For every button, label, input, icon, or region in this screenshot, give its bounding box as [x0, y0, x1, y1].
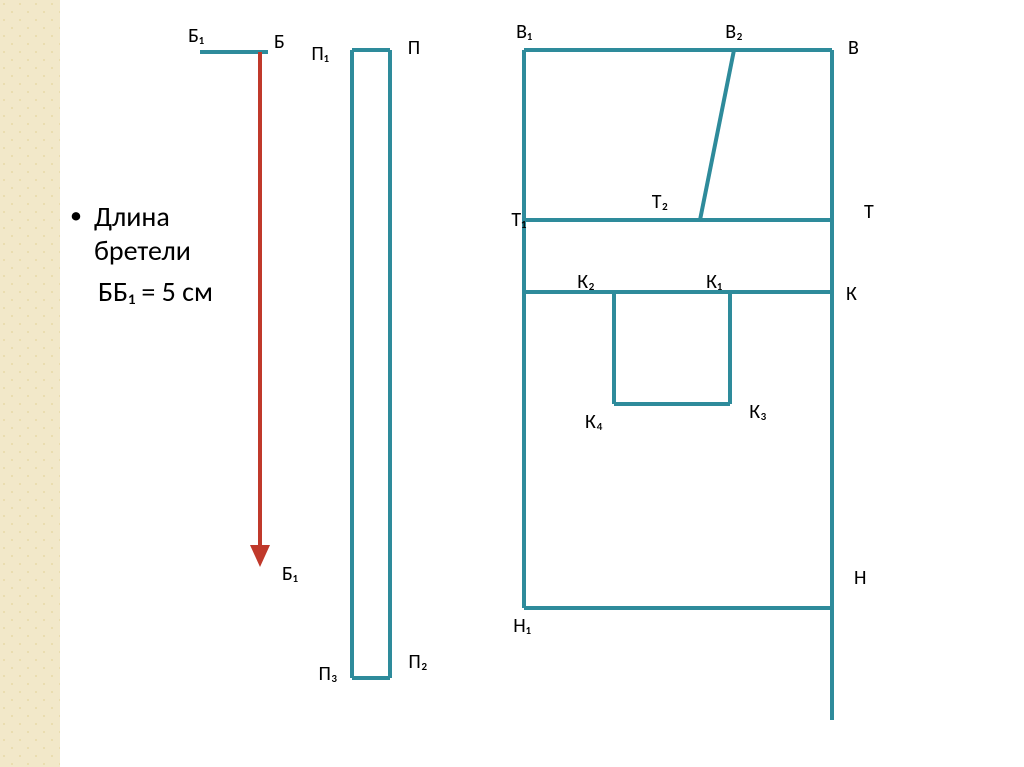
svg-text:Н: Н — [854, 566, 866, 590]
svg-text:В: В — [848, 36, 859, 60]
svg-text:К₁: К₁ — [706, 270, 722, 294]
svg-text:Т₂: Т₂ — [652, 190, 668, 214]
svg-text:В₁: В₁ — [516, 20, 532, 44]
svg-text:Т: Т — [864, 200, 874, 224]
svg-text:П: П — [408, 36, 420, 60]
svg-text:П₃: П₃ — [318, 662, 337, 686]
svg-text:П₂: П₂ — [408, 650, 427, 674]
svg-text:Б₁: Б₁ — [282, 562, 298, 586]
svg-text:Б₁: Б₁ — [188, 24, 204, 48]
svg-text:В₂: В₂ — [725, 20, 743, 44]
svg-text:К₂: К₂ — [577, 270, 595, 294]
svg-text:К₄: К₄ — [585, 410, 603, 434]
svg-text:П₁: П₁ — [311, 42, 328, 66]
svg-text:Б: Б — [274, 30, 285, 54]
pattern-diagram: Б₁ Б Б₁ П₁ П П₂ П₃ В₁ В₂ В Т₁ Т₂ Т К₂ К₁ К К₃ К₄ Н₁ Н — [0, 0, 1024, 767]
svg-text:Н₁: Н₁ — [513, 614, 530, 638]
svg-text:Т₁: Т₁ — [511, 208, 526, 232]
svg-text:К: К — [846, 282, 857, 306]
svg-text:К₃: К₃ — [749, 400, 767, 424]
